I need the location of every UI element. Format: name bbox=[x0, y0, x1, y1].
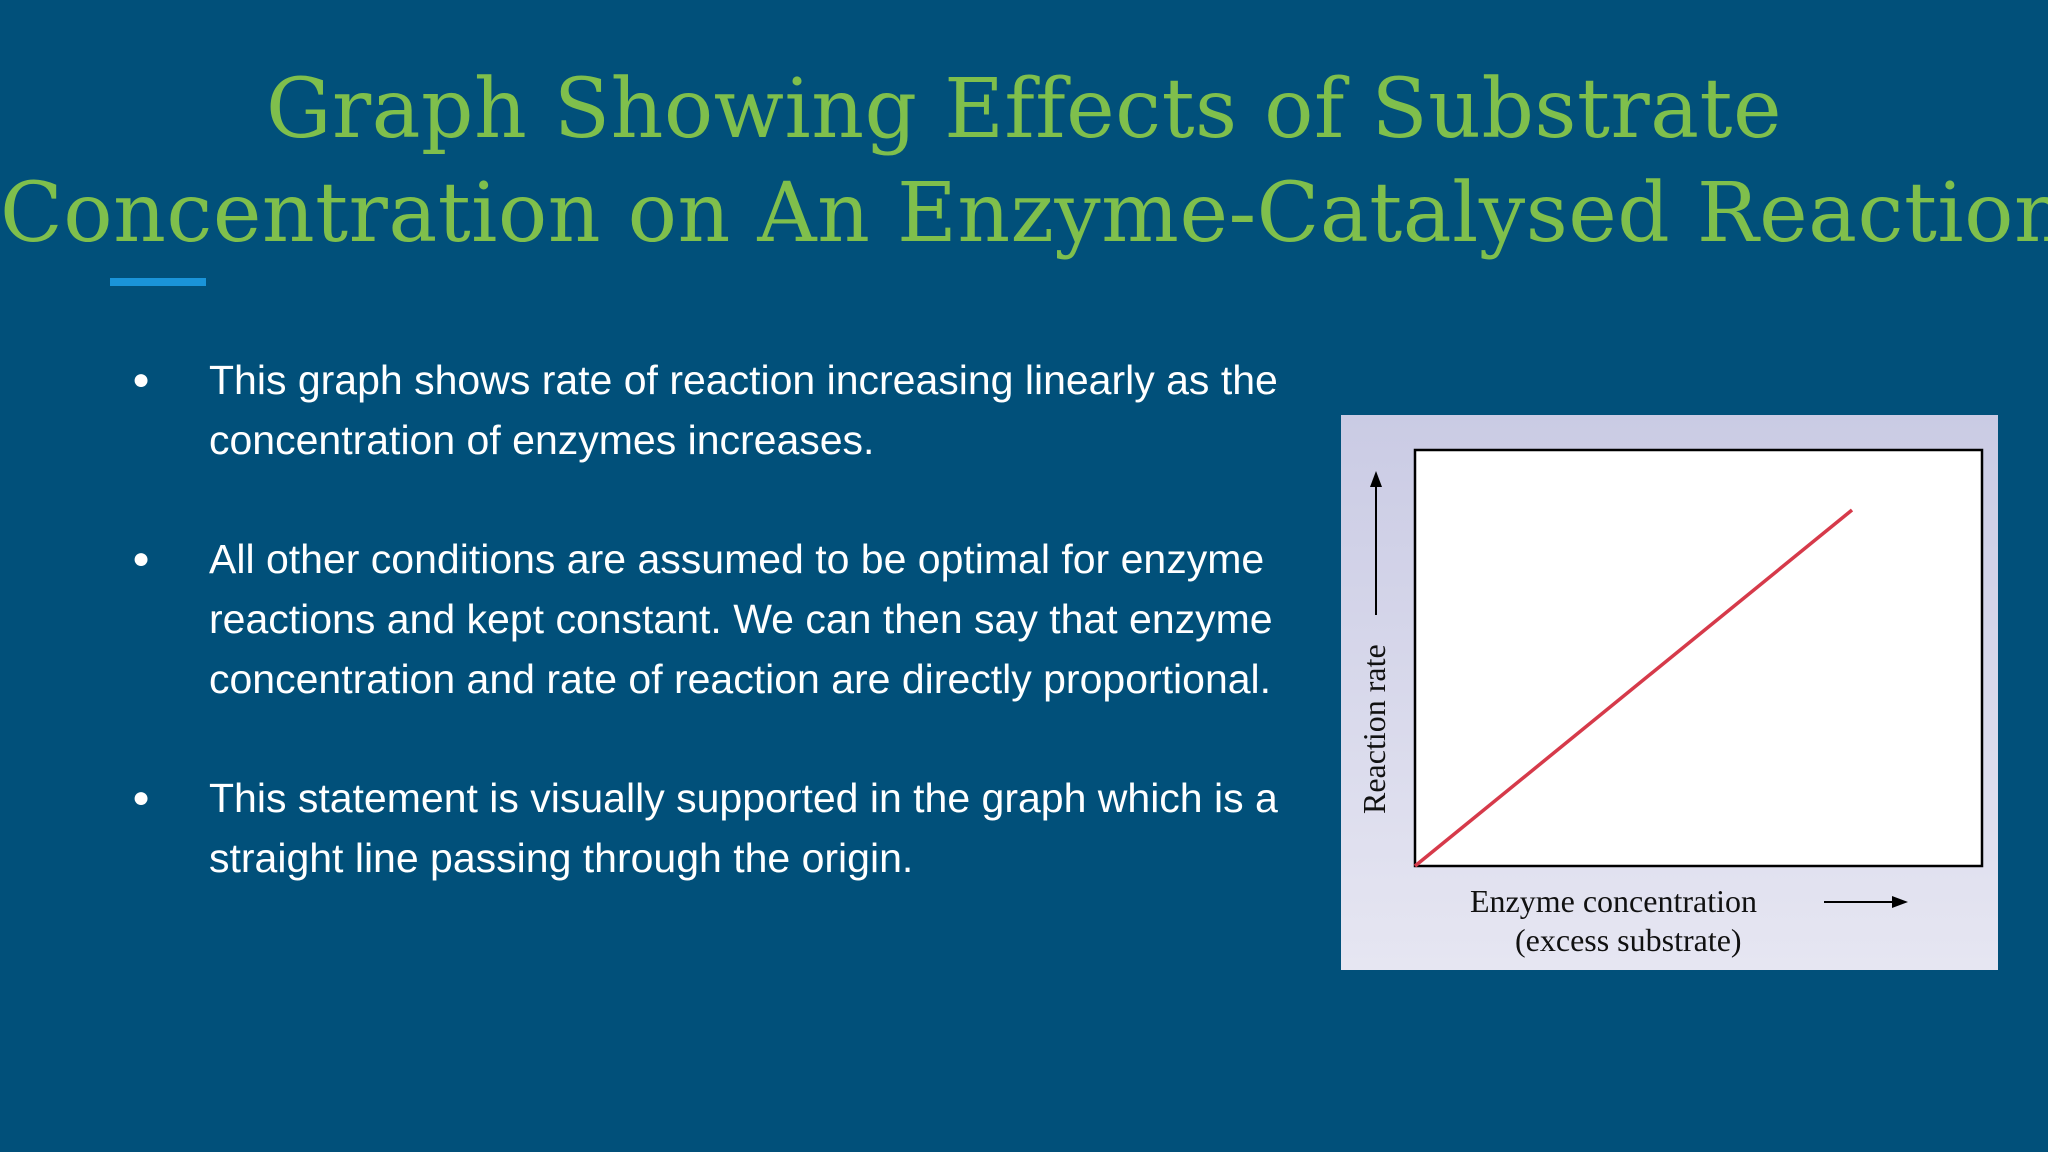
reaction-rate-line bbox=[1413, 508, 1854, 868]
slide-title: Graph Showing Effects of Substrate Conce… bbox=[0, 58, 2048, 266]
enzyme-rate-figure bbox=[1341, 415, 1998, 970]
slide-title-line1: Graph Showing Effects of Substrate bbox=[265, 62, 1783, 157]
y-axis-label: Reaction rate bbox=[1356, 644, 1392, 814]
figure-graphic bbox=[1370, 448, 1984, 908]
bullet-item: This statement is visually supported in … bbox=[132, 768, 1312, 888]
bullet-item: All other conditions are assumed to be o… bbox=[132, 529, 1312, 709]
slide-title-line2: Concentration on An Enzyme-Catalysed Rea… bbox=[0, 166, 2048, 261]
x-axis-sublabel: (excess substrate) bbox=[1515, 922, 1742, 958]
bullet-list: This graph shows rate of reaction increa… bbox=[132, 350, 1312, 947]
title-accent-bar bbox=[110, 278, 206, 286]
x-axis-label: Enzyme concentration bbox=[1470, 883, 1757, 919]
bullet-item: This graph shows rate of reaction increa… bbox=[132, 350, 1312, 470]
y-axis-arrowhead-icon bbox=[1370, 471, 1382, 487]
plot-area bbox=[1413, 448, 1984, 868]
x-axis-arrowhead-icon bbox=[1892, 896, 1908, 908]
